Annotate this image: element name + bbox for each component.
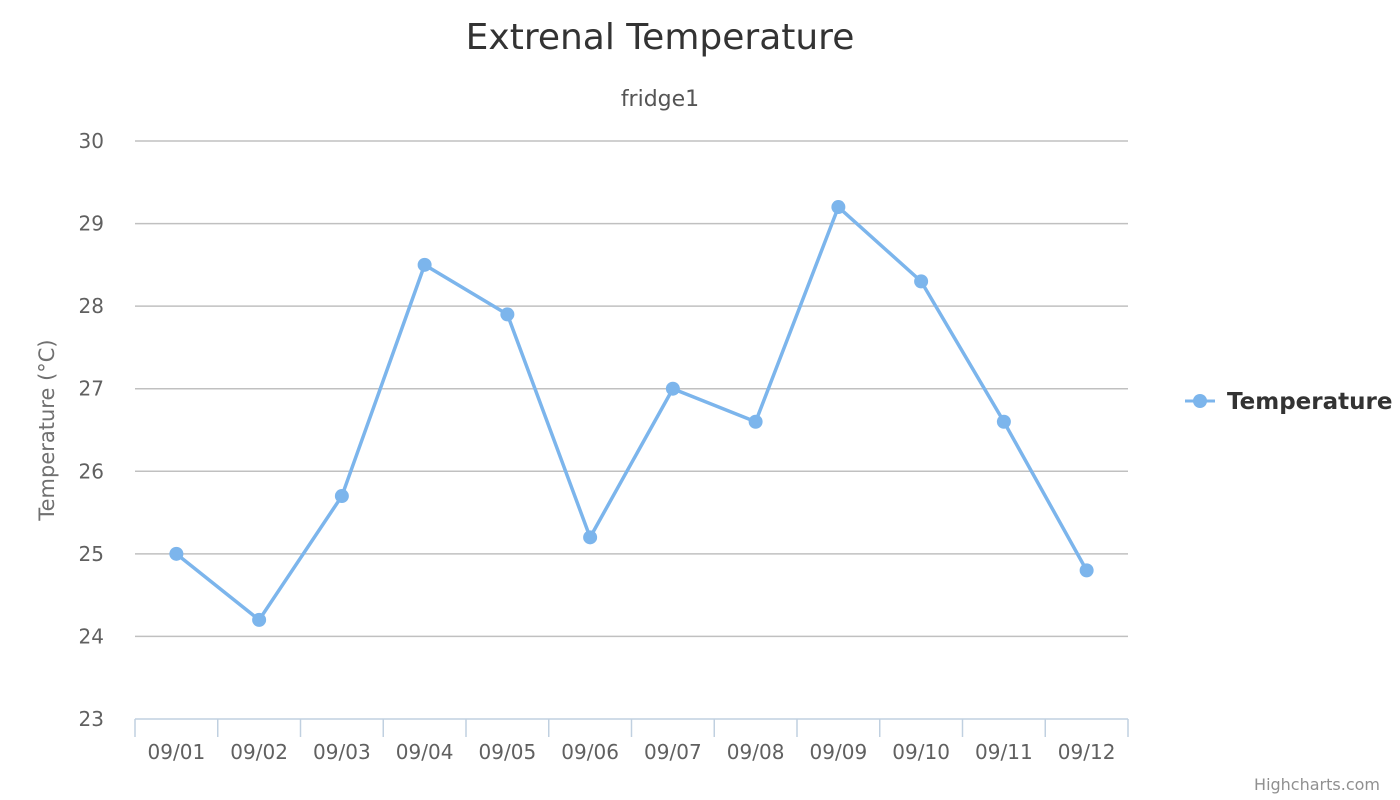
y-tick-label: 23 xyxy=(79,707,104,731)
x-axis: 09/01 09/02 09/03 09/04 09/05 09/06 09/07 09/08… xyxy=(134,718,1129,764)
x-tick-label: 09/03 xyxy=(313,740,371,764)
data-point[interactable] xyxy=(334,489,349,504)
y-axis-title: Temperature (°C) xyxy=(35,339,59,521)
y-tick-label: 25 xyxy=(79,542,104,566)
data-point[interactable] xyxy=(914,274,929,289)
series-temperature xyxy=(169,200,1094,627)
series-line xyxy=(175,205,1089,622)
data-point[interactable] xyxy=(583,530,598,545)
x-tick-label: 09/06 xyxy=(561,740,619,764)
x-tick-label: 09/09 xyxy=(810,740,868,764)
y-tick-label: 24 xyxy=(79,624,104,648)
y-tick-label: 29 xyxy=(79,212,104,236)
x-tick-label: 09/10 xyxy=(892,740,950,764)
y-axis-ticks: 23 24 25 26 27 28 29 30 xyxy=(79,129,104,731)
y-tick-label: 26 xyxy=(79,459,104,483)
x-tick-label: 09/07 xyxy=(644,740,702,764)
x-tick-label: 09/12 xyxy=(1058,740,1116,764)
x-tick-label: 09/05 xyxy=(479,740,537,764)
grid-lines xyxy=(135,140,1128,638)
chart-title: Extrenal Temperature xyxy=(466,17,855,58)
x-tick-label: 09/01 xyxy=(148,740,206,764)
data-point[interactable] xyxy=(831,200,846,215)
legend[interactable]: Temperature xyxy=(1185,389,1392,415)
data-point[interactable] xyxy=(252,612,267,627)
x-tick-label: 09/02 xyxy=(230,740,288,764)
x-tick-label: 09/11 xyxy=(975,740,1033,764)
data-point[interactable] xyxy=(417,257,432,272)
chart-subtitle: fridge1 xyxy=(621,87,699,112)
data-point[interactable] xyxy=(1079,563,1094,578)
data-point[interactable] xyxy=(996,414,1011,429)
legend-item-temperature[interactable]: Temperature xyxy=(1227,389,1392,415)
data-point[interactable] xyxy=(665,381,680,396)
x-tick-label: 09/04 xyxy=(396,740,454,764)
y-tick-label: 30 xyxy=(79,129,104,153)
y-tick-label: 28 xyxy=(79,294,104,318)
legend-marker xyxy=(1193,394,1207,408)
data-point[interactable] xyxy=(500,307,515,322)
y-tick-label: 27 xyxy=(79,377,104,401)
x-tick-label: 09/08 xyxy=(727,740,785,764)
data-point[interactable] xyxy=(748,414,763,429)
credits-link[interactable]: Highcharts.com xyxy=(1254,775,1380,794)
data-point[interactable] xyxy=(169,546,184,561)
